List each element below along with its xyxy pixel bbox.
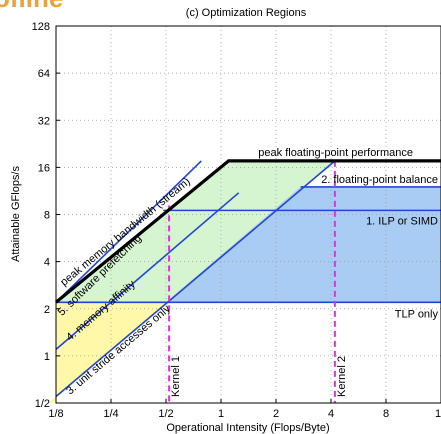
fp-balance-label: 2. floating-point balance: [321, 174, 438, 186]
kernel-2-label: Kernel 2: [336, 356, 348, 397]
y-tick-label: 2: [44, 304, 50, 316]
y-tick-label: 64: [38, 68, 50, 80]
ilp-simd-label: 1. ILP or SIMD: [366, 215, 438, 227]
x-tick-label: 1: [218, 408, 224, 420]
x-axis-title: Operational Intensity (Flops/Byte): [166, 422, 329, 434]
x-tick-label: 16: [435, 408, 441, 420]
ceiling-lines: [55, 160, 441, 398]
x-tick-label: 1/4: [103, 408, 118, 420]
ceiling-software-prefetching: [55, 160, 202, 303]
region-blue: [166, 186, 441, 303]
grid-lines: [56, 26, 441, 403]
roofline-line: [54, 159, 441, 304]
chart-title: (c) Optimization Regions: [186, 7, 307, 19]
ceiling-memory-affinity: [55, 192, 240, 351]
y-tick-label: 4: [44, 257, 50, 269]
peak-fp-label: peak floating-point performance: [258, 147, 413, 159]
x-tick-label: 8: [383, 408, 389, 420]
x-tick-label: 1/2: [158, 408, 173, 420]
y-tick-label: 32: [38, 115, 50, 127]
x-tick-label: 2: [273, 408, 279, 420]
y-axis-title: Attainable GFlops/s: [10, 166, 22, 262]
x-tick-label: 4: [328, 408, 334, 420]
y-tick-label: 128: [32, 21, 50, 33]
y-tick-label: 8: [44, 210, 50, 222]
roofline: [54, 159, 441, 304]
tlp-only-label: TLP only: [395, 308, 439, 320]
y-tick-label: 1: [44, 351, 50, 363]
x-axis-ticks: 1/8 1/4 1/2 1 2 4 8 16: [48, 399, 441, 420]
y-axis-ticks: 1/2 1 2 4 8 16 32 64 128: [32, 21, 60, 410]
y-tick-label: 1/2: [35, 398, 50, 410]
ceiling-unit-stride: [55, 160, 336, 398]
kernel-1-label: Kernel 1: [170, 356, 182, 397]
x-tick-label: 1/8: [48, 408, 63, 420]
y-tick-label: 16: [38, 162, 50, 174]
logo-text: ofline: [0, 0, 63, 13]
kernel-lines: [168, 160, 336, 403]
